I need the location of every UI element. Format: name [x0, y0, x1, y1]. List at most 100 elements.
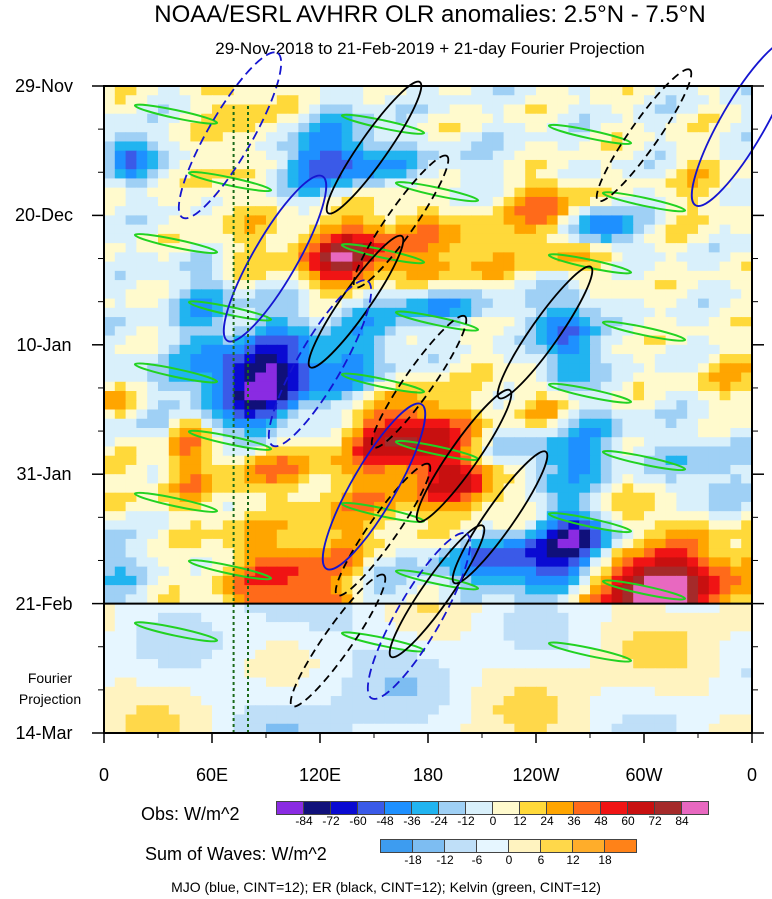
heatmap-cell [730, 631, 742, 642]
heatmap-cell [503, 344, 515, 355]
heatmap-cell [330, 705, 343, 716]
heatmap-cell [201, 252, 213, 263]
heatmap-cell [276, 464, 289, 475]
heatmap-cell [449, 714, 461, 725]
heatmap-cell [698, 326, 710, 337]
heatmap-cell [125, 455, 137, 466]
heatmap-cell [104, 317, 116, 327]
heatmap-cell [482, 659, 494, 669]
heatmap-cell [557, 363, 569, 374]
heatmap-cell [352, 677, 364, 688]
heatmap-cell [298, 714, 310, 725]
heatmap-cell [719, 86, 731, 96]
heatmap-cell [168, 640, 181, 651]
heatmap-cell [244, 723, 256, 734]
heatmap-cell [741, 270, 753, 281]
heatmap-cell [471, 501, 483, 512]
heatmap-cell [525, 113, 537, 124]
heatmap-cell [309, 280, 321, 290]
heatmap-cell [600, 196, 613, 207]
heatmap-cell [201, 104, 213, 115]
heatmap-cell [546, 187, 559, 198]
heatmap-cell [665, 566, 677, 577]
heatmap-cell [546, 686, 559, 697]
heatmap-cell [546, 307, 559, 318]
heatmap-cell [622, 344, 634, 355]
heatmap-cell [600, 307, 613, 318]
heatmap-cell [104, 501, 116, 512]
heatmap-cell [708, 575, 721, 586]
heatmap-cell [590, 159, 602, 170]
heatmap-cell [114, 86, 127, 96]
heatmap-cell [255, 483, 267, 494]
heatmap-cell [482, 206, 494, 216]
heatmap-cell [136, 95, 148, 106]
heatmap-cell [212, 270, 224, 281]
heatmap-cell [179, 474, 191, 485]
heatmap-cell [665, 215, 677, 226]
heatmap-cell [438, 511, 451, 522]
heatmap-cell [244, 603, 256, 614]
heatmap-cell [255, 501, 267, 512]
heatmap-cell [665, 233, 677, 244]
heatmap-cell [114, 418, 127, 429]
heatmap-cell [492, 270, 505, 281]
heatmap-cell [136, 391, 148, 401]
heatmap-cell [654, 122, 667, 133]
heatmap-cell [600, 501, 613, 512]
heatmap-cell [125, 354, 137, 364]
heatmap-cell [287, 224, 299, 235]
heatmap-cell [676, 418, 688, 429]
heatmap-cell [611, 400, 623, 411]
heatmap-cell [503, 464, 515, 475]
heatmap-cell [287, 427, 299, 438]
heatmap-cell [222, 150, 235, 161]
heatmap-cell [309, 270, 321, 281]
heatmap-cell [298, 511, 310, 522]
colorbar-tick-label: -24 [430, 814, 448, 828]
kelvin-contour [187, 170, 273, 193]
heatmap-cell [233, 363, 245, 374]
heatmap-cell [190, 464, 202, 475]
heatmap-cell [363, 122, 375, 133]
heatmap-cell [557, 557, 569, 568]
heatmap-cell [384, 187, 397, 198]
heatmap-cell [471, 400, 483, 411]
heatmap-cell [298, 520, 310, 531]
heatmap-cell [136, 483, 148, 494]
heatmap-cell [536, 668, 548, 679]
heatmap-cell [104, 159, 116, 170]
heatmap-cell [611, 243, 623, 253]
heatmap-cell [147, 437, 159, 448]
heatmap-cell [503, 677, 515, 688]
heatmap-cell [590, 196, 602, 207]
colorbar-swatch [572, 839, 605, 853]
heatmap-cell [233, 95, 245, 106]
heatmap-cell [179, 437, 191, 448]
heatmap-cell [708, 317, 721, 327]
heatmap-cell [428, 169, 440, 180]
heatmap-cell [568, 298, 580, 309]
heatmap-cell [741, 409, 753, 420]
heatmap-cell [611, 631, 623, 642]
heatmap-cell [730, 206, 742, 216]
heatmap-cell [384, 270, 397, 281]
heatmap-cell [255, 529, 267, 540]
heatmap-cell [179, 529, 191, 540]
heatmap-cell [730, 372, 742, 383]
heatmap-cell [222, 270, 235, 281]
heatmap-cell [644, 418, 656, 429]
heatmap-cell [514, 538, 526, 549]
heatmap-cell [201, 677, 213, 688]
heatmap-cell [255, 455, 267, 466]
heatmap-cell [536, 113, 548, 124]
heatmap-cell [384, 104, 397, 115]
colorbar-tick-label: 48 [594, 814, 608, 828]
heatmap-cell [168, 307, 181, 318]
heatmap-cell [482, 501, 494, 512]
heatmap-cell [622, 141, 634, 152]
heatmap-cell [568, 483, 580, 494]
colorbar-swatch [276, 801, 304, 815]
heatmap-cell [514, 603, 526, 614]
heatmap-cell [136, 640, 148, 651]
